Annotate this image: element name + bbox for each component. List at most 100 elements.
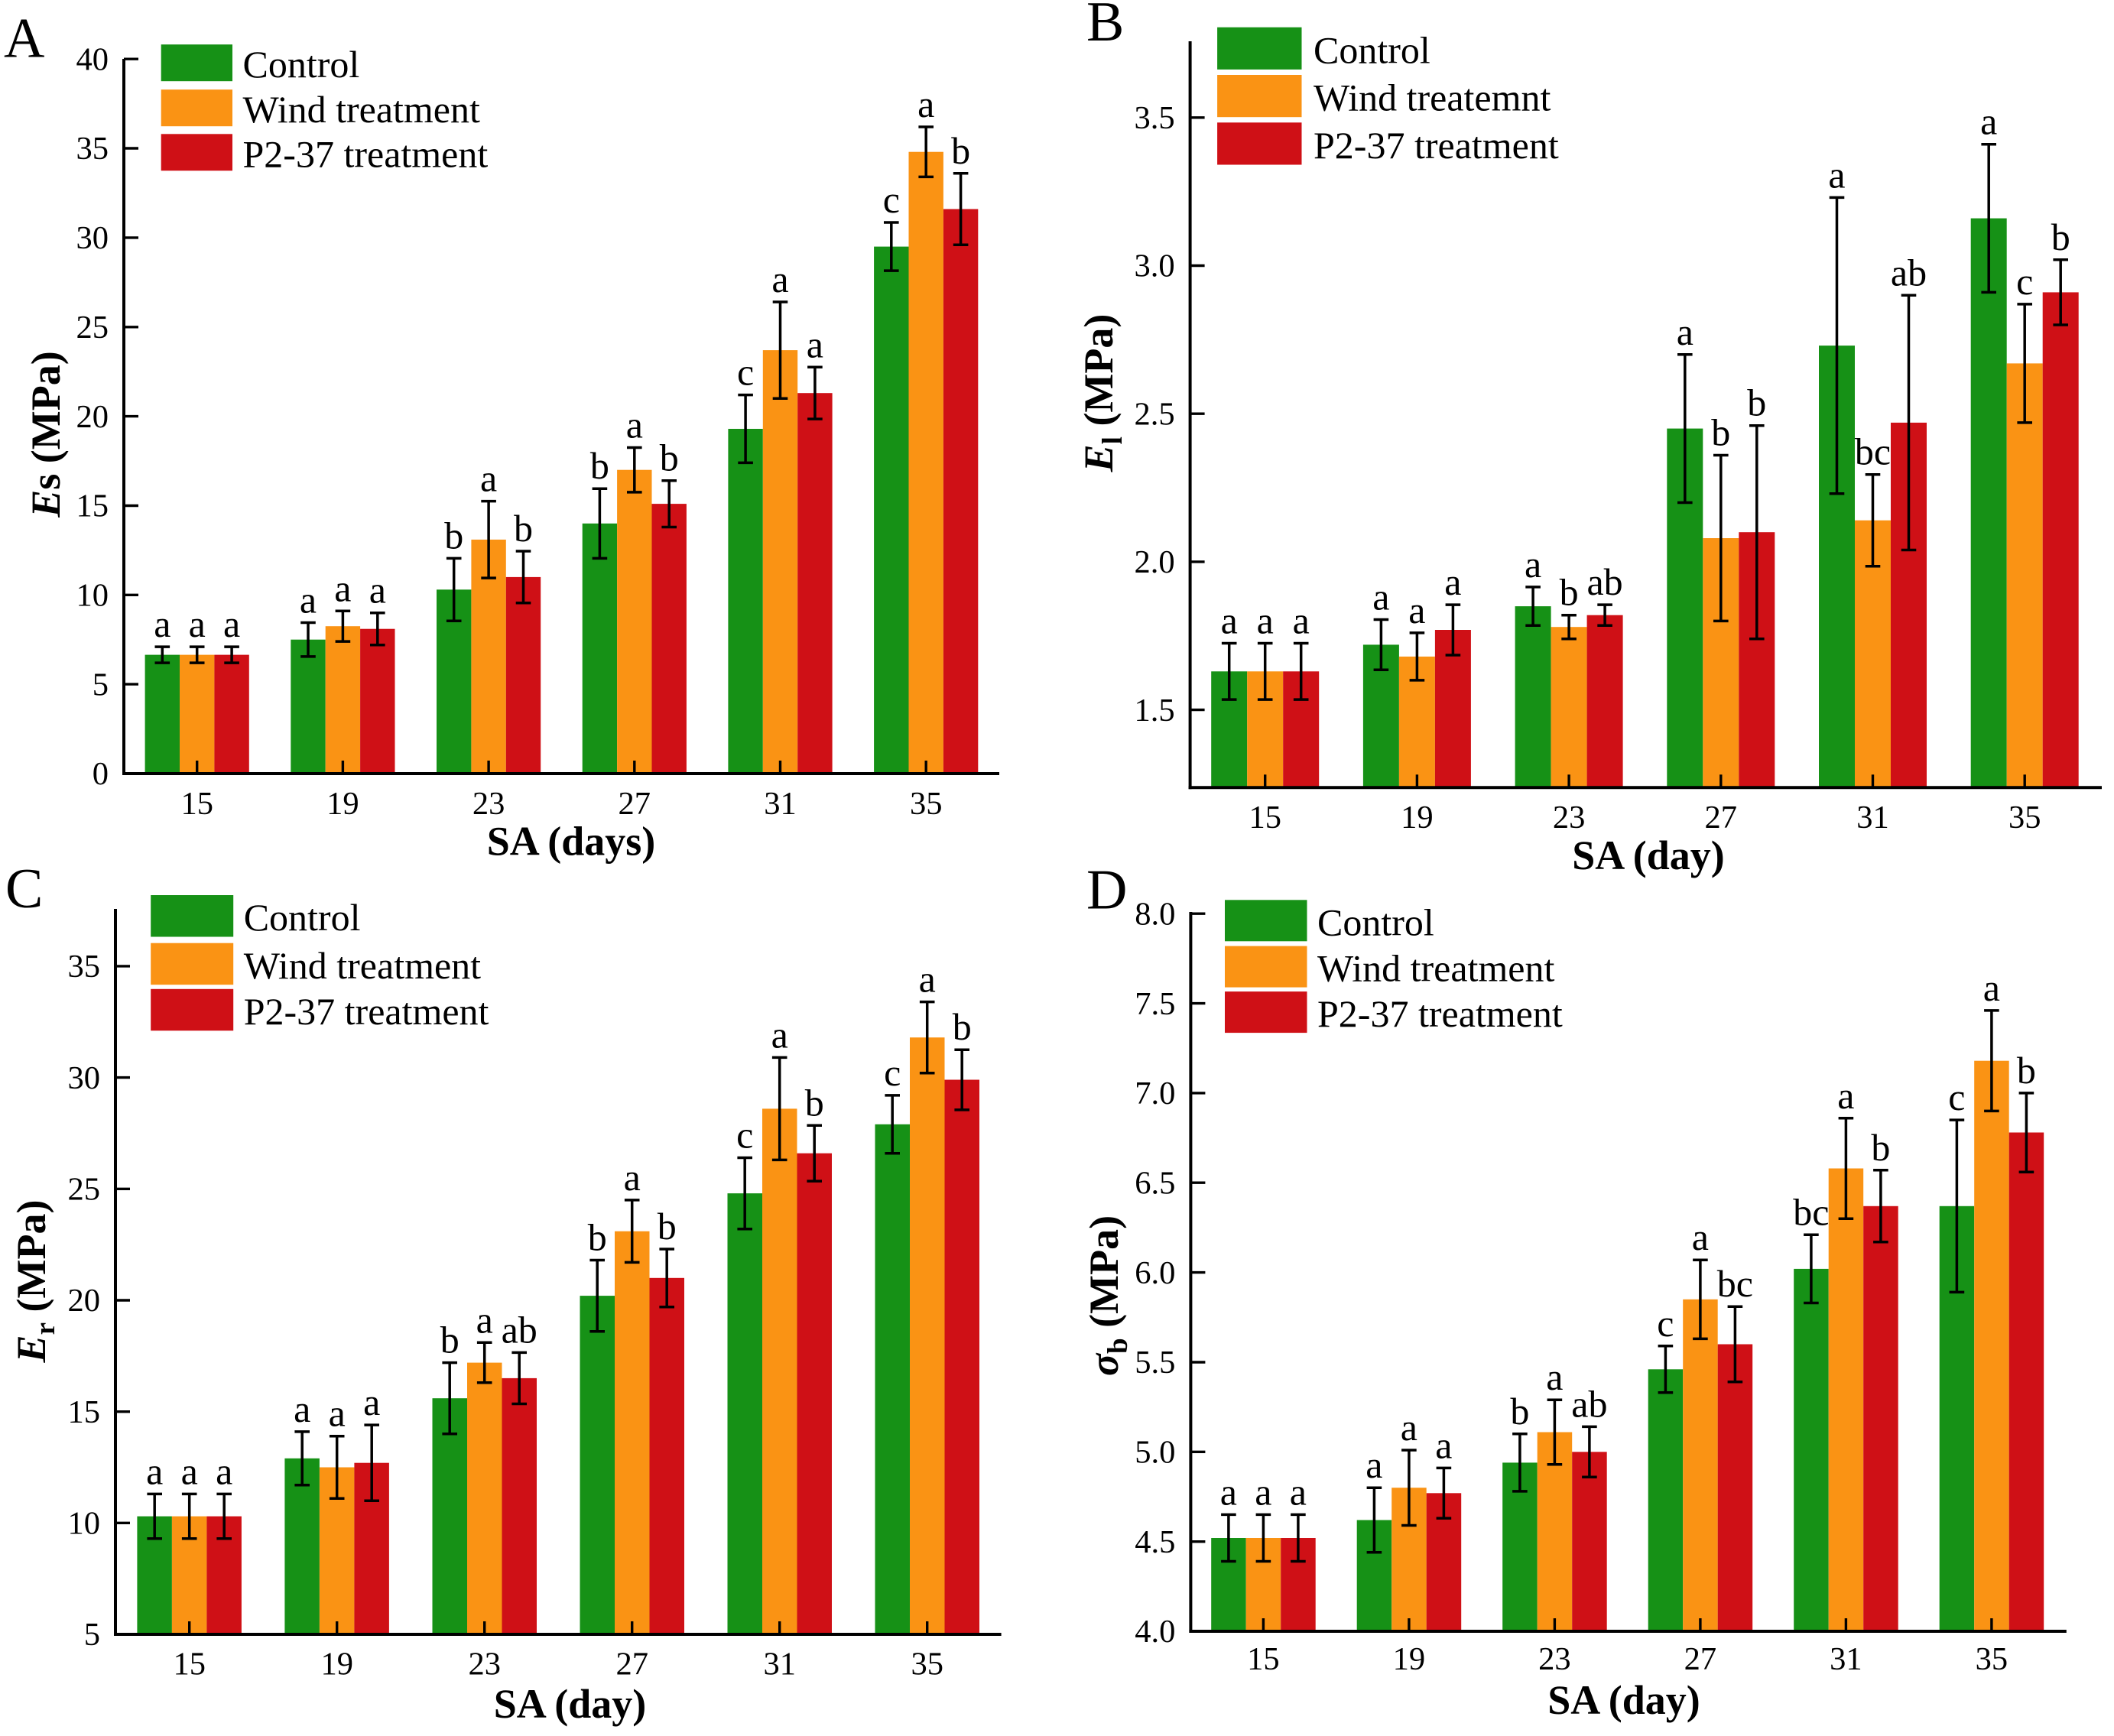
svg-text:27: 27 (1684, 1641, 1717, 1677)
svg-text:a: a (1435, 1423, 1452, 1466)
svg-text:2.5: 2.5 (1134, 396, 1174, 432)
svg-text:b: b (1510, 1390, 1529, 1433)
svg-text:7.0: 7.0 (1135, 1076, 1175, 1111)
svg-text:20: 20 (76, 399, 109, 435)
svg-text:B: B (1086, 0, 1124, 54)
svg-text:10: 10 (76, 578, 109, 614)
svg-text:bc: bc (1855, 430, 1891, 473)
svg-text:bc: bc (1717, 1262, 1753, 1305)
svg-text:a: a (146, 1449, 163, 1492)
svg-text:a: a (771, 258, 788, 300)
svg-text:35: 35 (911, 1647, 943, 1682)
svg-text:23: 23 (468, 1647, 501, 1682)
svg-text:A: A (4, 8, 44, 70)
svg-text:31: 31 (1856, 800, 1889, 836)
svg-text:23: 23 (1538, 1641, 1571, 1677)
svg-text:a: a (1980, 100, 1997, 143)
svg-text:a: a (1525, 543, 1541, 586)
svg-text:Wind treatment: Wind treatment (244, 944, 481, 987)
svg-text:P2-37 treatment: P2-37 treatment (1317, 992, 1563, 1035)
svg-text:a: a (1546, 1355, 1563, 1398)
svg-text:6.0: 6.0 (1135, 1255, 1175, 1291)
svg-text:27: 27 (619, 786, 651, 822)
svg-text:b: b (953, 1005, 972, 1048)
svg-text:a: a (807, 323, 823, 365)
svg-text:a: a (917, 83, 934, 125)
svg-text:19: 19 (1393, 1641, 1426, 1677)
svg-text:a: a (1401, 1406, 1417, 1449)
svg-text:0: 0 (93, 756, 109, 792)
svg-text:a: a (1365, 1443, 1382, 1486)
svg-text:a: a (1290, 1470, 1307, 1513)
svg-text:a: a (1293, 599, 1310, 642)
svg-text:15: 15 (1249, 800, 1281, 836)
svg-text:19: 19 (1401, 800, 1434, 836)
svg-text:ab: ab (1891, 251, 1927, 294)
svg-text:19: 19 (326, 786, 359, 822)
svg-text:SA (days): SA (days) (487, 819, 656, 865)
svg-text:b: b (588, 1216, 607, 1259)
svg-text:25: 25 (76, 310, 109, 346)
svg-text:25: 25 (68, 1172, 101, 1208)
svg-text:a: a (1444, 560, 1461, 603)
svg-text:Control: Control (244, 896, 361, 939)
svg-text:15: 15 (68, 1394, 101, 1430)
svg-text:4.0: 4.0 (1135, 1614, 1175, 1650)
svg-text:b: b (444, 514, 463, 556)
svg-text:SA (day): SA (day) (1547, 1677, 1700, 1723)
svg-text:a: a (624, 1156, 641, 1199)
svg-text:a: a (1677, 310, 1693, 353)
svg-text:15: 15 (76, 488, 109, 524)
svg-text:4.5: 4.5 (1135, 1524, 1175, 1560)
svg-text:a: a (181, 1449, 198, 1492)
svg-text:ab: ab (1586, 560, 1622, 603)
svg-text:40: 40 (76, 41, 109, 77)
svg-text:a: a (1221, 599, 1238, 642)
svg-text:b: b (590, 444, 609, 487)
svg-text:P2-37 treatment: P2-37 treatment (244, 990, 489, 1033)
svg-text:ab: ab (502, 1308, 537, 1351)
svg-text:10: 10 (68, 1506, 101, 1542)
svg-text:b: b (440, 1319, 459, 1361)
svg-text:b: b (1747, 381, 1766, 424)
svg-text:8.0: 8.0 (1135, 896, 1175, 932)
svg-text:Wind treatemnt: Wind treatemnt (1314, 76, 1551, 119)
svg-text:a: a (1220, 1470, 1237, 1513)
svg-text:b: b (1711, 411, 1730, 454)
svg-text:c: c (884, 1051, 901, 1094)
svg-text:a: a (480, 457, 497, 500)
svg-text:a: a (334, 566, 351, 609)
svg-text:30: 30 (76, 220, 109, 256)
svg-text:31: 31 (763, 1647, 796, 1682)
svg-text:2.0: 2.0 (1134, 544, 1174, 580)
svg-text:a: a (1828, 153, 1845, 196)
svg-text:a: a (216, 1449, 232, 1492)
svg-text:Control: Control (1317, 900, 1434, 943)
svg-text:c: c (883, 178, 900, 221)
svg-text:a: a (626, 404, 643, 446)
svg-text:c: c (736, 1114, 753, 1157)
svg-text:35: 35 (910, 786, 943, 822)
svg-text:30: 30 (68, 1060, 101, 1096)
svg-text:5: 5 (84, 1617, 100, 1653)
svg-text:Wind treatment: Wind treatment (243, 88, 480, 131)
svg-text:Wind treatment: Wind treatment (1317, 947, 1554, 990)
svg-text:15: 15 (173, 1647, 206, 1682)
svg-text:27: 27 (615, 1647, 648, 1682)
svg-text:a: a (369, 569, 386, 612)
svg-text:15: 15 (180, 786, 213, 822)
svg-text:a: a (189, 602, 206, 645)
svg-text:a: a (1837, 1074, 1854, 1117)
svg-text:27: 27 (1705, 800, 1738, 836)
svg-text:El (MPa): El (MPa) (1076, 314, 1128, 473)
svg-text:a: a (1257, 599, 1274, 642)
svg-text:c: c (2016, 260, 2033, 303)
svg-text:b: b (2051, 216, 2070, 258)
svg-text:Es (MPa): Es (MPa) (23, 351, 69, 518)
svg-text:3.0: 3.0 (1134, 248, 1174, 284)
svg-text:a: a (1408, 589, 1425, 631)
svg-text:31: 31 (1830, 1641, 1862, 1677)
svg-text:35: 35 (1976, 1641, 2008, 1677)
svg-text:Er (MPa): Er (MPa) (8, 1200, 61, 1364)
svg-text:b: b (514, 507, 533, 550)
